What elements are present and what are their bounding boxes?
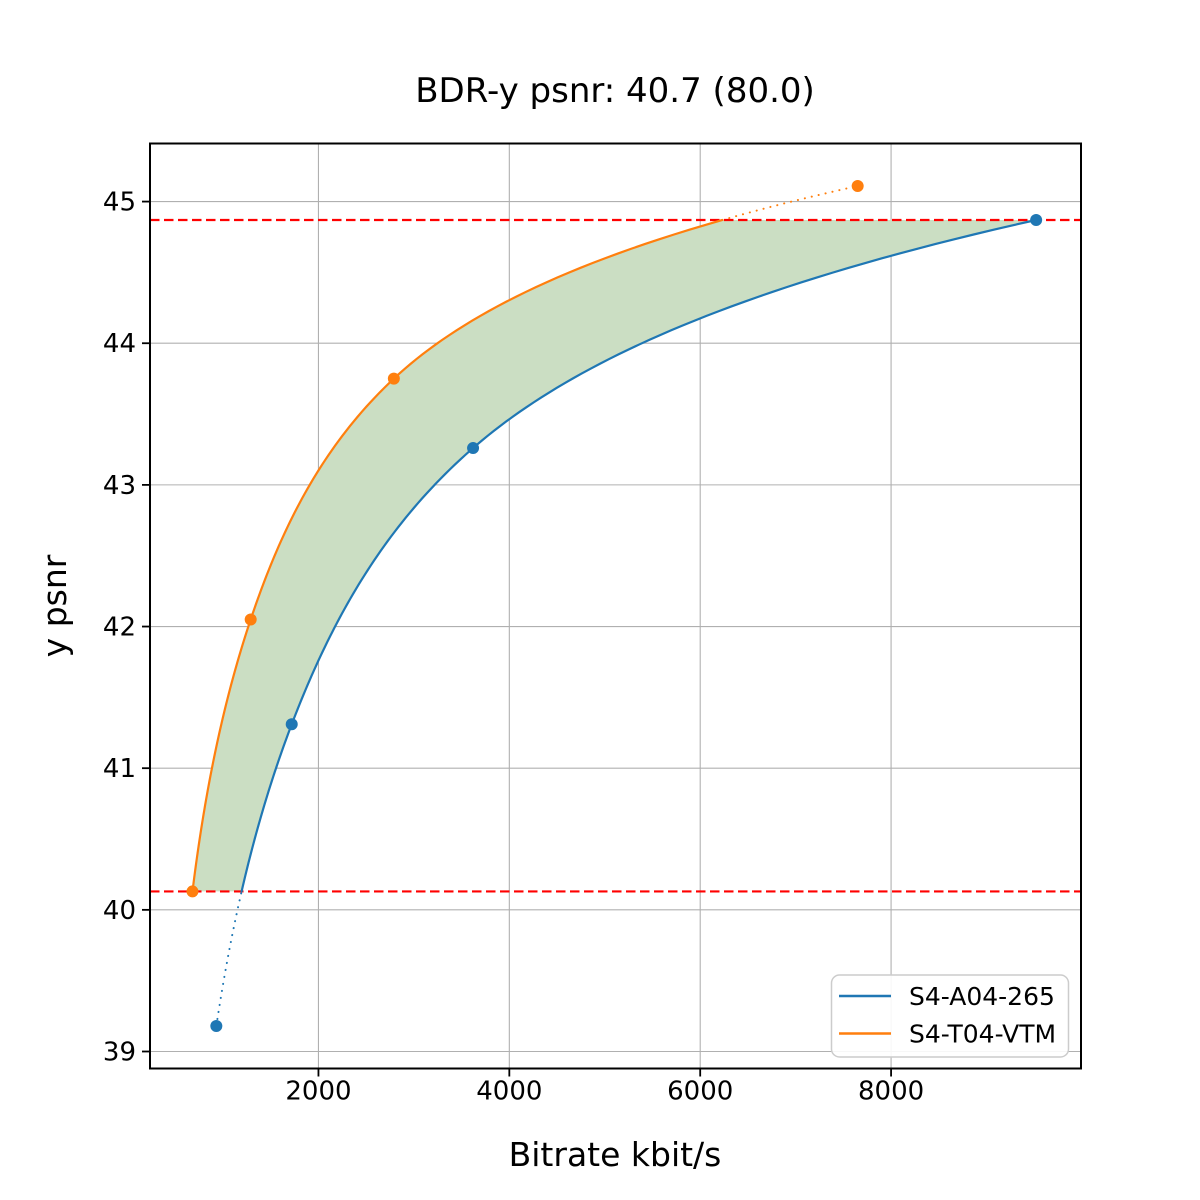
axes-spines xyxy=(149,142,1082,1070)
data-point-s4-t04-vtm xyxy=(387,372,400,385)
y-axis-label: y psnr xyxy=(35,554,74,657)
x-tick-label: 6000 xyxy=(667,1077,733,1107)
data-point-s4-a04-265 xyxy=(467,442,480,455)
series-curve-s4-t04-vtm xyxy=(191,218,724,893)
y-tick-label: 39 xyxy=(103,1038,136,1068)
legend-label-s4-t04-vtm: S4-T04-VTM xyxy=(909,1020,1056,1049)
y-tick-label: 42 xyxy=(103,613,136,643)
y-tick-label: 43 xyxy=(103,471,136,501)
reference-line-layer xyxy=(150,218,1081,893)
chart-title: BDR-y psnr: 40.7 (80.0) xyxy=(415,71,815,111)
axes-spine-layer xyxy=(149,142,1082,1070)
y-tick-label: 40 xyxy=(103,896,136,926)
overlap-fill-region xyxy=(192,219,1037,892)
y-tick-label: 44 xyxy=(103,329,136,359)
legend-label-s4-a04-265: S4-A04-265 xyxy=(909,982,1055,1011)
tick-layer: 2000 4000 6000 8000 39 40 41 42 43 44 45 xyxy=(103,188,924,1107)
x-tick-label: 8000 xyxy=(858,1077,924,1107)
x-tick-label: 2000 xyxy=(285,1077,351,1107)
data-point-s4-a04-265 xyxy=(285,718,298,731)
y-tick-label: 41 xyxy=(103,754,136,784)
legend: S4-A04-265 S4-T04-VTM xyxy=(830,974,1070,1058)
series-layer xyxy=(186,179,1043,1033)
data-point-s4-a04-265 xyxy=(210,1020,223,1033)
overlap-fill-layer xyxy=(192,219,1037,892)
series-dotted-extension-s4-t04-vtm xyxy=(721,185,859,221)
x-axis-label: Bitrate kbit/s xyxy=(509,1135,722,1174)
series-dotted-extension-s4-a04-265 xyxy=(215,890,243,1027)
series-curve-s4-a04-265 xyxy=(240,218,1038,893)
x-tick-label: 4000 xyxy=(476,1077,542,1107)
data-point-s4-a04-265 xyxy=(1030,213,1043,226)
data-point-s4-t04-vtm xyxy=(186,885,199,898)
data-point-s4-t04-vtm xyxy=(244,613,257,626)
data-point-s4-t04-vtm xyxy=(851,179,864,192)
y-tick-label: 45 xyxy=(103,188,136,218)
